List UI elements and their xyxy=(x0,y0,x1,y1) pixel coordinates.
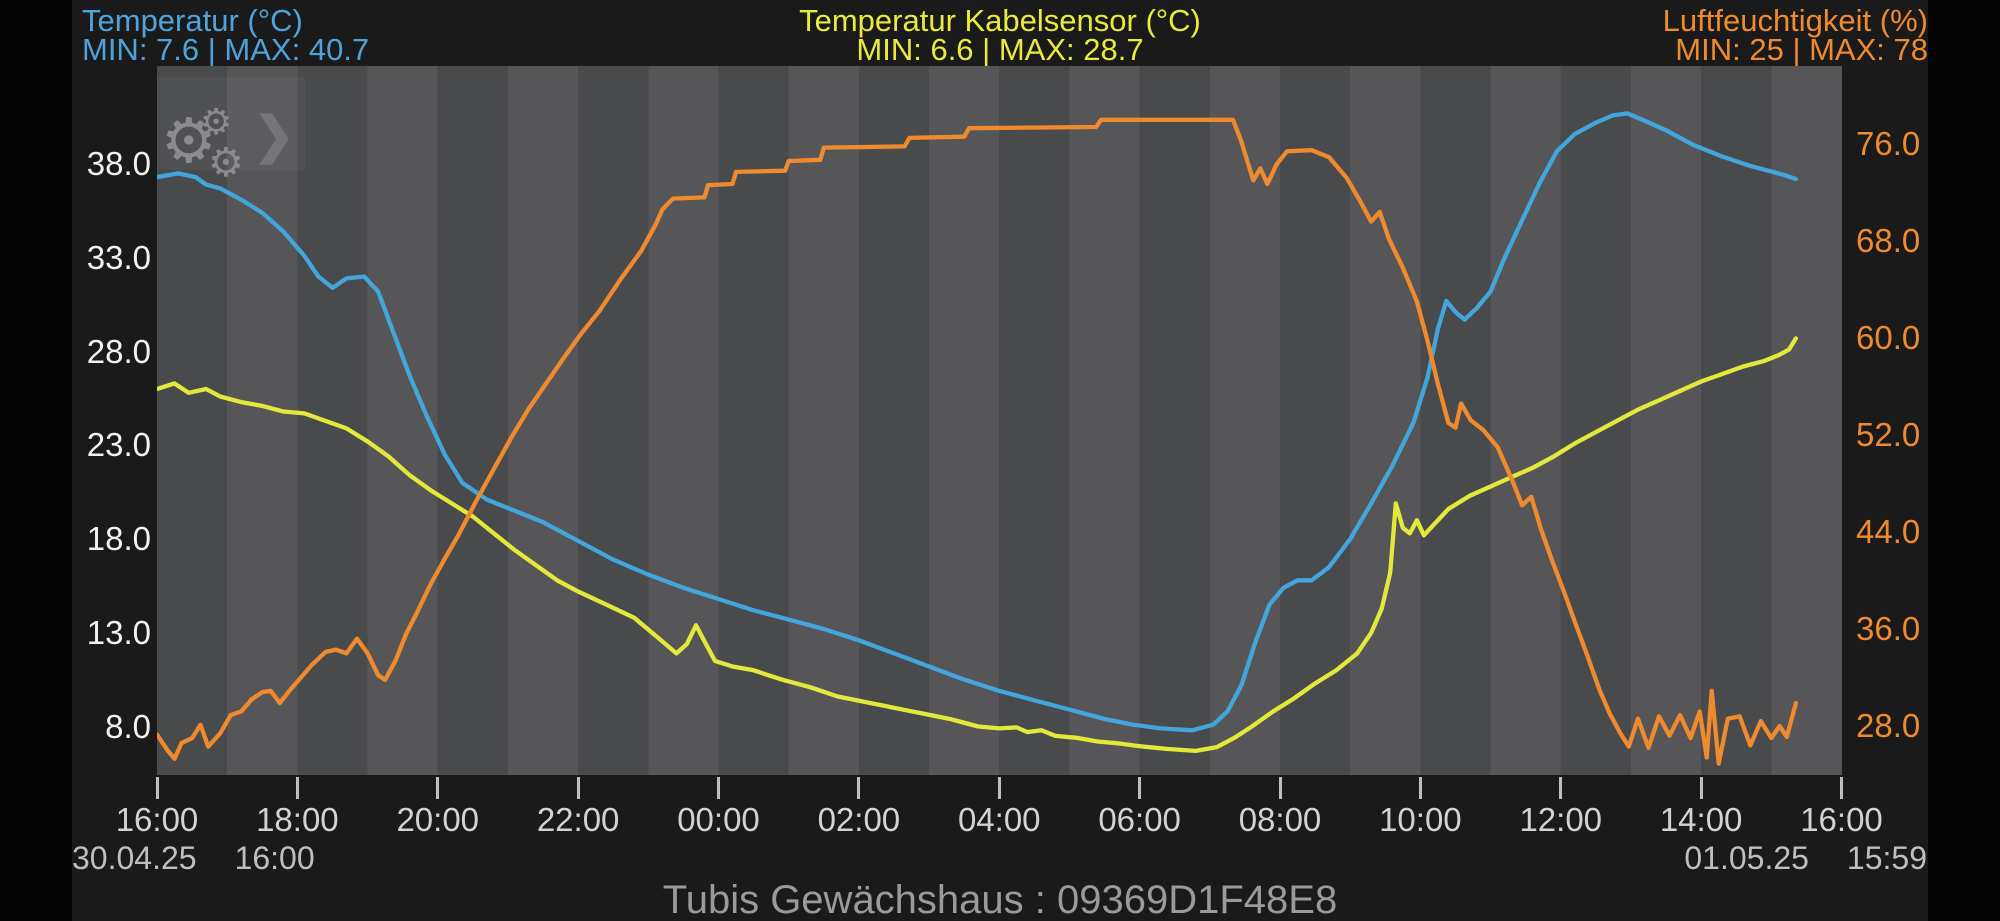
legend-humidity-minmax: MIN: 25 | MAX: 78 xyxy=(1675,32,1928,67)
y-axis-right-label: 68.0 xyxy=(1856,222,1921,259)
y-axis-right-label: 44.0 xyxy=(1856,513,1921,550)
y-axis-left-label: 28.0 xyxy=(86,332,151,370)
series-temperatur-kabelsensor xyxy=(157,336,1799,754)
series-temperatur xyxy=(157,111,1799,733)
start-time: 16:00 xyxy=(234,840,315,876)
legend-cable-sensor-title: Temperatur Kabelsensor (°C) xyxy=(799,3,1201,38)
x-axis-tick xyxy=(1278,777,1282,799)
x-axis-end-datetime: 01.05.25 15:59 xyxy=(1646,840,1927,877)
settings-gear-icon[interactable]: ⚙ xyxy=(161,107,217,176)
plot-area[interactable]: ⚙ ⚙ ⚙ ❯ xyxy=(157,66,1842,775)
start-date: 30.04.25 xyxy=(72,840,197,876)
x-axis-tick xyxy=(997,777,1001,799)
y-axis-left-label: 8.0 xyxy=(105,707,151,745)
legend-cable-sensor: Temperatur Kabelsensor (°C) MIN: 6.6 | M… xyxy=(500,3,1500,67)
y-axis-right-label: 76.0 xyxy=(1856,125,1921,162)
y-axis-left-label: 38.0 xyxy=(86,145,151,182)
x-axis-start-datetime: 30.04.25 16:00 xyxy=(72,840,353,877)
x-axis-tick xyxy=(857,777,861,799)
y-axis-left-label: 18.0 xyxy=(86,520,151,557)
legend-temperature-title: Temperatur (°C) xyxy=(82,3,303,38)
end-time: 15:59 xyxy=(1846,840,1927,876)
x-axis-tick xyxy=(1699,777,1703,799)
end-date: 01.05.25 xyxy=(1684,840,1809,876)
legend-cable-sensor-minmax: MIN: 6.6 | MAX: 28.7 xyxy=(856,32,1144,67)
y-axis-left-label: 13.0 xyxy=(86,613,151,651)
x-axis-label: 14:00 xyxy=(1659,801,1743,838)
series-luftfeuchtigkeit xyxy=(157,117,1799,766)
legend-humidity: Luftfeuchtigkeit (%) MIN: 25 | MAX: 78 xyxy=(1662,3,1928,67)
x-axis-tick xyxy=(1138,777,1142,799)
x-axis-tick xyxy=(155,777,159,799)
y-axis-right-label: 52.0 xyxy=(1856,416,1921,453)
x-axis-label: 20:00 xyxy=(396,801,480,838)
y-axis-right-label: 36.0 xyxy=(1856,610,1921,647)
x-axis-label: 16:00 xyxy=(115,801,199,838)
x-axis-tick xyxy=(1418,777,1422,799)
y-axis-right-label: 60.0 xyxy=(1856,319,1921,356)
x-axis-label: 18:00 xyxy=(256,801,339,838)
y-axis-left-label: 33.0 xyxy=(86,238,151,276)
chevron-right-icon[interactable]: ❯ xyxy=(253,107,295,163)
settings-gear-small-icon: ⚙ xyxy=(200,101,233,142)
x-axis-label: 08:00 xyxy=(1238,801,1322,838)
legend-temperature: Temperatur (°C) MIN: 7.6 | MAX: 40.7 xyxy=(82,3,370,67)
settings-gear-small-icon: ⚙ xyxy=(208,141,244,185)
device-title: Tubis Gewächshaus : 09369D1F48E8 xyxy=(662,878,1338,921)
x-axis-label: 02:00 xyxy=(817,801,901,838)
x-axis-label: 22:00 xyxy=(536,801,620,838)
x-axis-tick xyxy=(717,777,720,799)
x-axis-label: 16:00 xyxy=(1800,801,1883,838)
x-axis-tick xyxy=(436,777,440,799)
right-screen-margin xyxy=(1928,0,2000,921)
y-axis-right-label: 28.0 xyxy=(1856,707,1921,744)
x-axis-label: 12:00 xyxy=(1519,801,1603,838)
x-axis-tick xyxy=(1559,777,1563,799)
left-screen-margin xyxy=(0,0,72,921)
x-axis-label: 04:00 xyxy=(957,801,1041,838)
x-axis-label: 00:00 xyxy=(677,801,760,838)
x-axis-label: 10:00 xyxy=(1379,801,1462,838)
legend-humidity-title: Luftfeuchtigkeit (%) xyxy=(1662,3,1928,38)
x-axis-label: 06:00 xyxy=(1098,801,1181,838)
x-axis-tick xyxy=(295,777,299,799)
legend-temperature-minmax: MIN: 7.6 | MAX: 40.7 xyxy=(82,32,370,67)
chart-curves xyxy=(157,111,1799,766)
x-axis-tick xyxy=(1840,777,1843,799)
y-axis-left-label: 23.0 xyxy=(86,426,151,464)
chart-toolbar: ⚙ ⚙ ⚙ ❯ xyxy=(157,77,305,183)
x-axis-tick xyxy=(576,777,580,799)
